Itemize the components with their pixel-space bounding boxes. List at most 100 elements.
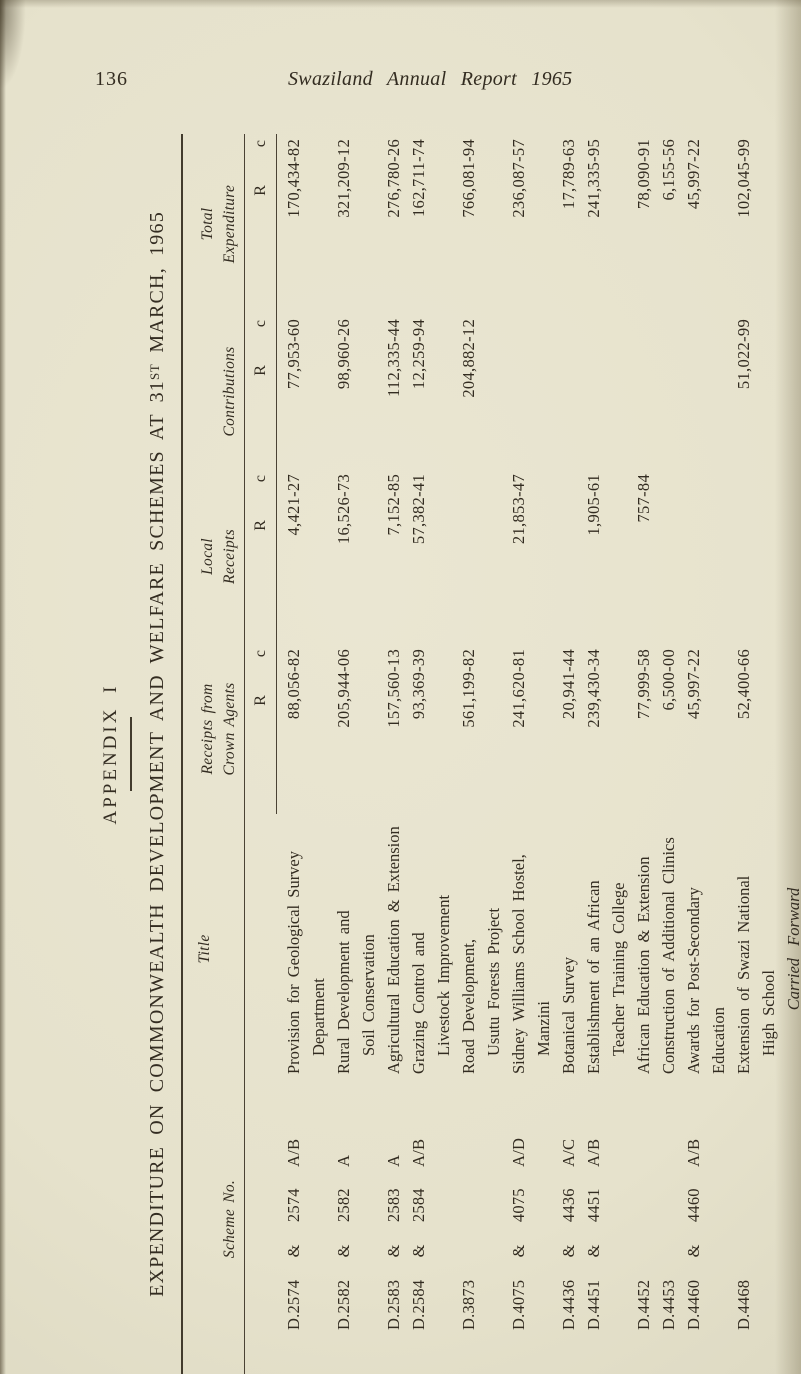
table-row: D.4436 & 4436 A/C Botanical Survey 20,94… <box>556 134 581 1354</box>
table-row: D.2574 & 2574 A/B Provision for Geologic… <box>281 134 331 1354</box>
header-scheme-no: Scheme No. <box>221 1179 238 1259</box>
scheme-number-cell: D.4451 & 4451 A/B <box>584 1138 603 1330</box>
scheme-number-cell: D.4452 <box>634 1279 653 1330</box>
table-row: D.4468 Extension of Swazi National High … <box>731 134 781 1354</box>
cents-symbol: c <box>251 650 269 658</box>
receipts-crown-agents-cell: 561,199-82 <box>459 649 478 728</box>
rand-symbol: R <box>251 695 269 706</box>
scheme-number-cell: D.4468 <box>734 1279 753 1330</box>
receipts-crown-agents-cell: 6,500-00 <box>659 649 678 711</box>
receipts-crown-agents-cell: 45,997-22 <box>684 649 703 720</box>
table-row: D.4075 & 4075 A/D Sidney Williams School… <box>506 134 556 1354</box>
title-cell: Botanical Survey <box>559 956 578 1074</box>
header-receipts-crown-agents: Receipts from Crown Agents <box>199 682 238 776</box>
total-expenditure-cell: 276,780-26 <box>384 139 403 218</box>
scan-edge-right <box>775 0 801 1374</box>
title-cell: Road Development, Usutu Forests Project <box>459 907 503 1074</box>
title-cell: Grazing Control and Livestock Improvemen… <box>409 894 453 1074</box>
total-expenditure-cell: 170,434-82 <box>284 139 303 218</box>
local-receipts-cell: 57,382-41 <box>409 474 428 545</box>
scheme-number-cell: D.2582 & 2582 A <box>334 1154 353 1330</box>
local-receipts-cell: 757-84 <box>634 474 653 523</box>
scheme-number-cell: D.2574 & 2574 A/B <box>284 1138 303 1330</box>
title-cell: Provision for Geological Survey Departme… <box>284 850 328 1074</box>
total-expenditure-cell: 78,090-91 <box>634 139 653 210</box>
title-cell: Construction of Additional Clinics <box>659 837 678 1074</box>
title-cell: Sidney Williams School Hostel, Manzini <box>509 854 553 1074</box>
header-local-receipts: Local Receipts <box>199 529 238 584</box>
appendix-title: EXPENDITURE ON COMMONWEALTH DEVELOPMENT … <box>146 211 168 1297</box>
total-expenditure-cell: 6,155-56 <box>659 139 678 201</box>
total-expenditure-cell: 45,997-22 <box>684 139 703 210</box>
title-cell: Establishment of an African Teacher Trai… <box>584 880 628 1074</box>
receipts-crown-agents-cell: 241,620-81 <box>509 649 528 728</box>
local-receipts-cell: 16,526-73 <box>334 474 353 545</box>
rand-symbol: R <box>251 185 269 196</box>
scan-corner-blotch <box>0 0 26 90</box>
carried-forward-label: Carried Forward <box>784 887 801 1011</box>
rand-symbol: R <box>251 520 269 531</box>
title-cell: African Education & Extension <box>634 856 653 1074</box>
appendix-label: APPENDIX I <box>100 683 121 825</box>
scheme-number-cell: D.3873 <box>459 1279 478 1330</box>
contributions-cell: 12,259-94 <box>409 319 428 390</box>
table-row: D.2582 & 2582 A Rural Development and So… <box>331 134 381 1354</box>
title-cell: Extension of Swazi National High School <box>734 875 778 1074</box>
total-expenditure-cell: 321,209-12 <box>334 139 353 218</box>
receipts-crown-agents-cell: 157,560-13 <box>384 649 403 728</box>
table-header-row: Scheme No. Title Receipts from Crown Age… <box>183 134 244 1354</box>
total-expenditure-cell: 102,045-99 <box>734 139 753 218</box>
rotated-table-block: APPENDIX I EXPENDITURE ON COMMONWEALTH D… <box>98 134 801 1374</box>
table-row: D.4451 & 4451 A/B Establishment of an Af… <box>581 134 631 1354</box>
local-receipts-cell: 7,152-85 <box>384 474 403 536</box>
receipts-crown-agents-cell: 93,369-39 <box>409 649 428 720</box>
contributions-cell: 51,022-99 <box>734 319 753 390</box>
table-row: D.4460 & 4460 A/B Awards for Post-Second… <box>681 134 731 1354</box>
title-cell: Awards for Post-Secondary Education <box>684 887 728 1074</box>
local-receipts-cell: 1,905-61 <box>584 474 603 536</box>
scheme-number-cell: D.4075 & 4075 A/D <box>509 1137 528 1330</box>
total-expenditure-cell: 236,087-57 <box>509 139 528 218</box>
table-row: D.3873 Road Development, Usutu Forests P… <box>456 134 506 1354</box>
contributions-cell: 112,335-44 <box>384 319 403 398</box>
scheme-number-cell: D.4453 <box>659 1279 678 1330</box>
table-row: D.2583 & 2583 A Agricultural Education &… <box>381 134 406 1354</box>
total-expenditure-cell: 17,789-63 <box>559 139 578 210</box>
cents-symbol: c <box>251 320 269 328</box>
header-title: Title <box>196 934 213 964</box>
contributions-cell: 204,882-12 <box>459 319 478 398</box>
page-number: 136 <box>95 68 128 90</box>
total-expenditure-cell: 241,335-95 <box>584 139 603 218</box>
scan-edge-top <box>0 0 801 8</box>
title-cell: Agricultural Education & Extension <box>384 826 403 1074</box>
scheme-number-cell: D.2584 & 2584 A/B <box>409 1138 428 1330</box>
scheme-number-cell: D.2583 & 2583 A <box>384 1154 403 1330</box>
page-header: 136 Swaziland Annual Report 1965 <box>0 68 801 98</box>
total-expenditure-cell: 766,081-94 <box>459 139 478 218</box>
local-receipts-cell: 21,853-47 <box>509 474 528 545</box>
appendix-label-rule <box>130 717 132 791</box>
rand-symbol: R <box>251 365 269 376</box>
receipts-crown-agents-cell: 52,400-66 <box>734 649 753 720</box>
table-row: D.4453 Construction of Additional Clinic… <box>656 134 681 1354</box>
receipts-crown-agents-cell: 239,430-34 <box>584 649 603 728</box>
header-contributions: Contributions <box>221 346 238 437</box>
header-total-expenditure: Total Expenditure <box>199 184 238 264</box>
total-expenditure-cell: 162,711-74 <box>409 139 428 218</box>
ordinal-suffix: ST <box>147 363 162 381</box>
carried-forward-row: Carried Forward <box>781 134 801 1354</box>
table-row: D.4452 African Education & Extension 77,… <box>631 134 656 1354</box>
scheme-number-cell: D.4436 & 4436 A/C <box>559 1138 578 1330</box>
table-body: D.2574 & 2574 A/B Provision for Geologic… <box>281 134 781 1374</box>
local-receipts-cell: 4,421-27 <box>284 474 303 536</box>
receipts-crown-agents-cell: 77,999-58 <box>634 649 653 720</box>
scan-edge-left <box>0 0 6 1374</box>
title-cell: Rural Development and Soil Conservation <box>334 910 378 1074</box>
cents-symbol: c <box>251 140 269 148</box>
